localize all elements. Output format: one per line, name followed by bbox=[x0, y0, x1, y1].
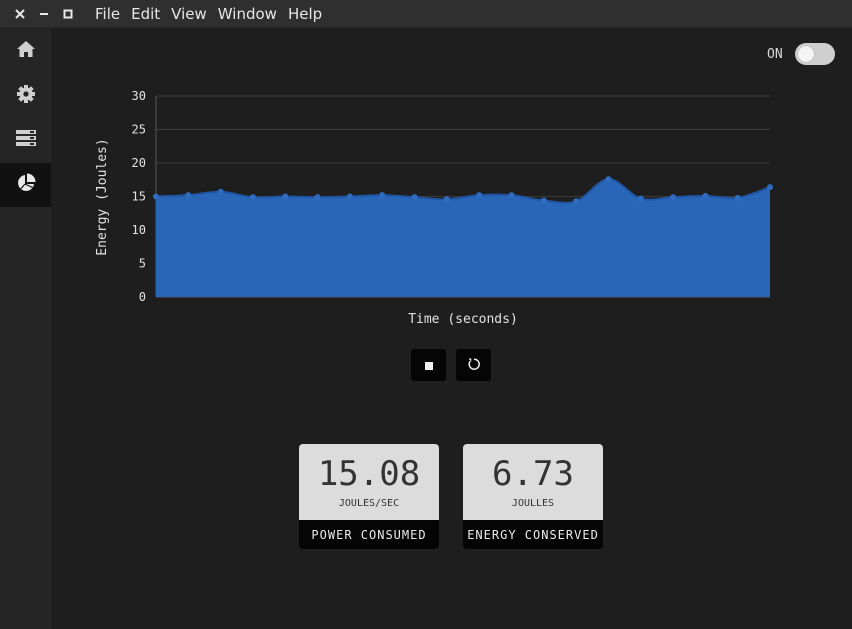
power-toggle[interactable] bbox=[795, 43, 835, 65]
y-tick-label: 15 bbox=[132, 190, 146, 204]
y-tick-label: 25 bbox=[132, 123, 146, 137]
gear-icon bbox=[16, 84, 36, 108]
pie-chart-icon bbox=[16, 173, 36, 197]
data-point bbox=[346, 193, 353, 200]
menu-view[interactable]: View bbox=[171, 5, 207, 23]
data-point bbox=[702, 192, 709, 199]
stat-label: POWER CONSUMED bbox=[299, 520, 439, 549]
sidebar bbox=[0, 28, 51, 629]
server-icon bbox=[15, 129, 37, 151]
menu-bar: File Edit View Window Help bbox=[95, 0, 333, 28]
data-point bbox=[476, 192, 483, 199]
sidebar-item-storage[interactable] bbox=[0, 118, 51, 162]
energy-conserved-card: 6.73 JOULLES ENERGY CONSERVED bbox=[463, 444, 603, 549]
menu-edit[interactable]: Edit bbox=[131, 5, 161, 23]
toggle-knob bbox=[798, 46, 814, 62]
stat-unit: JOULES/SEC bbox=[338, 498, 400, 509]
menu-help[interactable]: Help bbox=[287, 5, 323, 23]
stop-button[interactable] bbox=[411, 349, 446, 381]
y-tick-label: 5 bbox=[139, 257, 146, 271]
refresh-icon bbox=[467, 356, 481, 375]
minimize-icon[interactable] bbox=[34, 4, 54, 24]
data-point bbox=[411, 194, 418, 201]
data-point bbox=[153, 193, 159, 200]
data-point bbox=[282, 193, 289, 200]
title-bar: File Edit View Window Help bbox=[0, 0, 852, 28]
menu-file[interactable]: File bbox=[95, 5, 121, 23]
stat-value: 6.73 bbox=[492, 454, 574, 494]
data-point bbox=[605, 176, 612, 183]
data-point bbox=[540, 197, 547, 204]
stat-value: 15.08 bbox=[317, 454, 421, 494]
sidebar-item-charts[interactable] bbox=[0, 163, 51, 207]
reset-button[interactable] bbox=[456, 349, 491, 381]
data-point bbox=[734, 194, 741, 201]
sidebar-item-settings[interactable] bbox=[0, 74, 51, 118]
stat-label: ENERGY CONSERVED bbox=[463, 520, 603, 549]
menu-window[interactable]: Window bbox=[217, 5, 277, 23]
data-point bbox=[508, 192, 515, 199]
stop-icon bbox=[424, 356, 434, 375]
home-icon bbox=[16, 40, 36, 62]
data-point bbox=[767, 184, 773, 191]
close-icon[interactable] bbox=[10, 4, 30, 24]
data-point bbox=[185, 192, 192, 199]
toggle-label: ON bbox=[767, 47, 783, 62]
data-point bbox=[573, 198, 580, 205]
maximize-icon[interactable] bbox=[58, 4, 78, 24]
data-point bbox=[249, 194, 256, 201]
data-point bbox=[217, 188, 224, 195]
y-tick-label: 10 bbox=[132, 223, 146, 237]
stat-unit: JOULLES bbox=[511, 498, 555, 509]
data-point bbox=[314, 194, 321, 201]
data-point bbox=[443, 196, 450, 203]
data-point bbox=[379, 192, 386, 199]
data-point bbox=[637, 195, 644, 202]
sidebar-item-home[interactable] bbox=[0, 29, 51, 73]
x-axis-label: Time (seconds) bbox=[408, 312, 518, 327]
data-point bbox=[670, 194, 677, 201]
y-tick-label: 20 bbox=[132, 156, 146, 170]
y-tick-label: 0 bbox=[139, 290, 146, 304]
power-consumed-card: 15.08 JOULES/SEC POWER CONSUMED bbox=[299, 444, 439, 549]
y-axis-label: Energy (Joules) bbox=[95, 138, 110, 255]
y-tick-label: 30 bbox=[132, 89, 146, 103]
energy-area bbox=[156, 179, 770, 297]
